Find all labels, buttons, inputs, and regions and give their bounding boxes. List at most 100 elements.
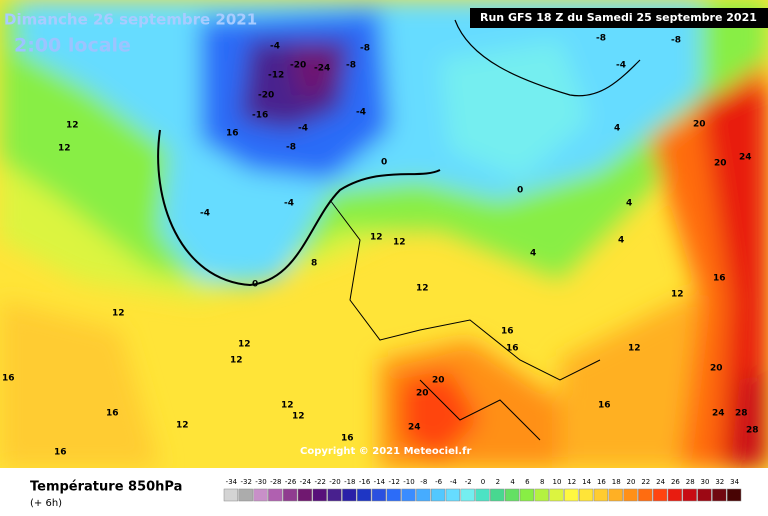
colorbar-swatch — [682, 488, 697, 502]
colorbar-label: -34 — [226, 478, 238, 486]
colorbar-label: 8 — [540, 478, 544, 486]
contour-label: 12 — [292, 412, 305, 422]
contour-label: 12 — [176, 421, 189, 431]
colorbar-label: 28 — [686, 478, 695, 486]
colorbar-label: 2 — [496, 478, 500, 486]
colorbar-swatch — [504, 488, 520, 502]
colorbar-label: -32 — [240, 478, 251, 486]
contour-label: -8 — [360, 44, 370, 54]
run-info: Run GFS 18 Z du Samedi 25 septembre 2021 — [480, 11, 757, 24]
contour-label: 12 — [66, 121, 79, 131]
contour-label: -8 — [286, 143, 296, 153]
contour-label: 4 — [626, 199, 632, 209]
contour-label: 12 — [628, 344, 641, 354]
colorbar-label: 4 — [510, 478, 515, 486]
colorbar-label: 26 — [671, 478, 680, 486]
contour-label: 8 — [311, 259, 317, 269]
contour-label: -4 — [616, 61, 626, 71]
map-field — [0, 0, 768, 468]
colorbar-label: -26 — [285, 478, 297, 486]
colorbar-label: -18 — [344, 478, 355, 486]
contour-label: 20 — [432, 376, 445, 386]
colorbar-swatch — [416, 488, 431, 502]
colorbar-swatch — [297, 488, 313, 502]
contour-label: 0 — [381, 158, 387, 168]
contour-label: -8 — [346, 61, 356, 71]
colorbar-label: -22 — [314, 478, 325, 486]
colorbar-swatch — [223, 488, 239, 502]
contour-label: 12 — [416, 284, 429, 294]
colorbar-label: -28 — [270, 478, 281, 486]
colorbar-swatch — [534, 488, 549, 502]
colorbar-swatch — [726, 488, 742, 502]
contour-label: 28 — [735, 409, 748, 419]
contour-label: 12 — [58, 144, 71, 154]
colorbar-label: 20 — [627, 478, 636, 486]
colorbar-label: 32 — [715, 478, 724, 486]
colorbar-swatch — [356, 488, 372, 502]
legend-title: Température 850hPa — [30, 480, 182, 495]
colorbar-swatch — [268, 488, 283, 502]
colorbar-label: -2 — [465, 478, 472, 486]
colorbar-label: 34 — [730, 478, 739, 486]
colorbar-label: -12 — [388, 478, 399, 486]
colorbar: -34 -32 -30 -28 -26 -24 -22 -20 -18 -16 -14 -12 -10-… — [223, 478, 742, 502]
colorbar-swatch — [712, 488, 727, 502]
colorbar-swatch — [490, 488, 505, 502]
colorbar-swatch — [342, 488, 357, 502]
colorbar-label: 12 — [567, 478, 576, 486]
colorbar-swatch — [593, 488, 609, 502]
contour-label: -4 — [284, 199, 294, 209]
colorbar-swatch — [564, 488, 579, 502]
contour-label: 16 — [506, 344, 519, 354]
contour-label: 20 — [710, 364, 723, 374]
contour-label: -12 — [268, 71, 284, 81]
colorbar-label: 6 — [525, 478, 530, 486]
colorbar-swatch — [238, 488, 253, 502]
contour-label: -4 — [356, 108, 366, 118]
colorbar-swatch — [638, 488, 653, 502]
colorbar-swatch — [549, 488, 564, 502]
contour-label: -20 — [258, 91, 274, 101]
colorbar-label: -24 — [300, 478, 312, 486]
contour-label: 24 — [408, 423, 421, 433]
contour-label: -8 — [596, 34, 606, 44]
contour-label: -4 — [270, 42, 280, 52]
contour-label: 12 — [238, 340, 251, 350]
contour-label: 12 — [230, 356, 243, 366]
colorbar-swatch — [697, 488, 712, 502]
contour-label: -16 — [252, 111, 268, 121]
contour-label: 20 — [714, 159, 727, 169]
colorbar-label: -30 — [255, 478, 266, 486]
colorbar-swatch — [460, 488, 475, 502]
colorbar-swatch — [371, 488, 387, 502]
colorbar-label: 18 — [612, 478, 621, 486]
contour-label: 4 — [530, 249, 536, 259]
contour-label: 28 — [746, 426, 759, 436]
colorbar-label: 24 — [656, 478, 665, 486]
contour-label: -8 — [671, 36, 681, 46]
contour-label: 16 — [341, 434, 354, 444]
contour-label: 12 — [112, 309, 125, 319]
contour-label: 16 — [598, 401, 611, 411]
colorbar-swatch — [282, 488, 298, 502]
colorbar-swatch — [519, 488, 535, 502]
colorbar-label: 0 — [481, 478, 485, 486]
colorbar-swatch — [386, 488, 401, 502]
forecast-date: Dimanche 26 septembre 2021 — [4, 11, 257, 29]
colorbar-label: 22 — [641, 478, 650, 486]
contour-label: -24 — [314, 64, 330, 74]
contour-label: 16 — [501, 327, 514, 337]
colorbar-label: -4 — [450, 478, 458, 486]
contour-label: 12 — [370, 233, 383, 243]
colorbar-swatch — [623, 488, 638, 502]
colorbar-swatch — [445, 488, 461, 502]
colorbar-label: 30 — [701, 478, 710, 486]
colorbar-label: -16 — [359, 478, 371, 486]
contour-label: 12 — [281, 401, 294, 411]
colorbar-label: -8 — [420, 478, 427, 486]
colorbar-label: -6 — [435, 478, 443, 486]
colorbar-swatch — [667, 488, 683, 502]
